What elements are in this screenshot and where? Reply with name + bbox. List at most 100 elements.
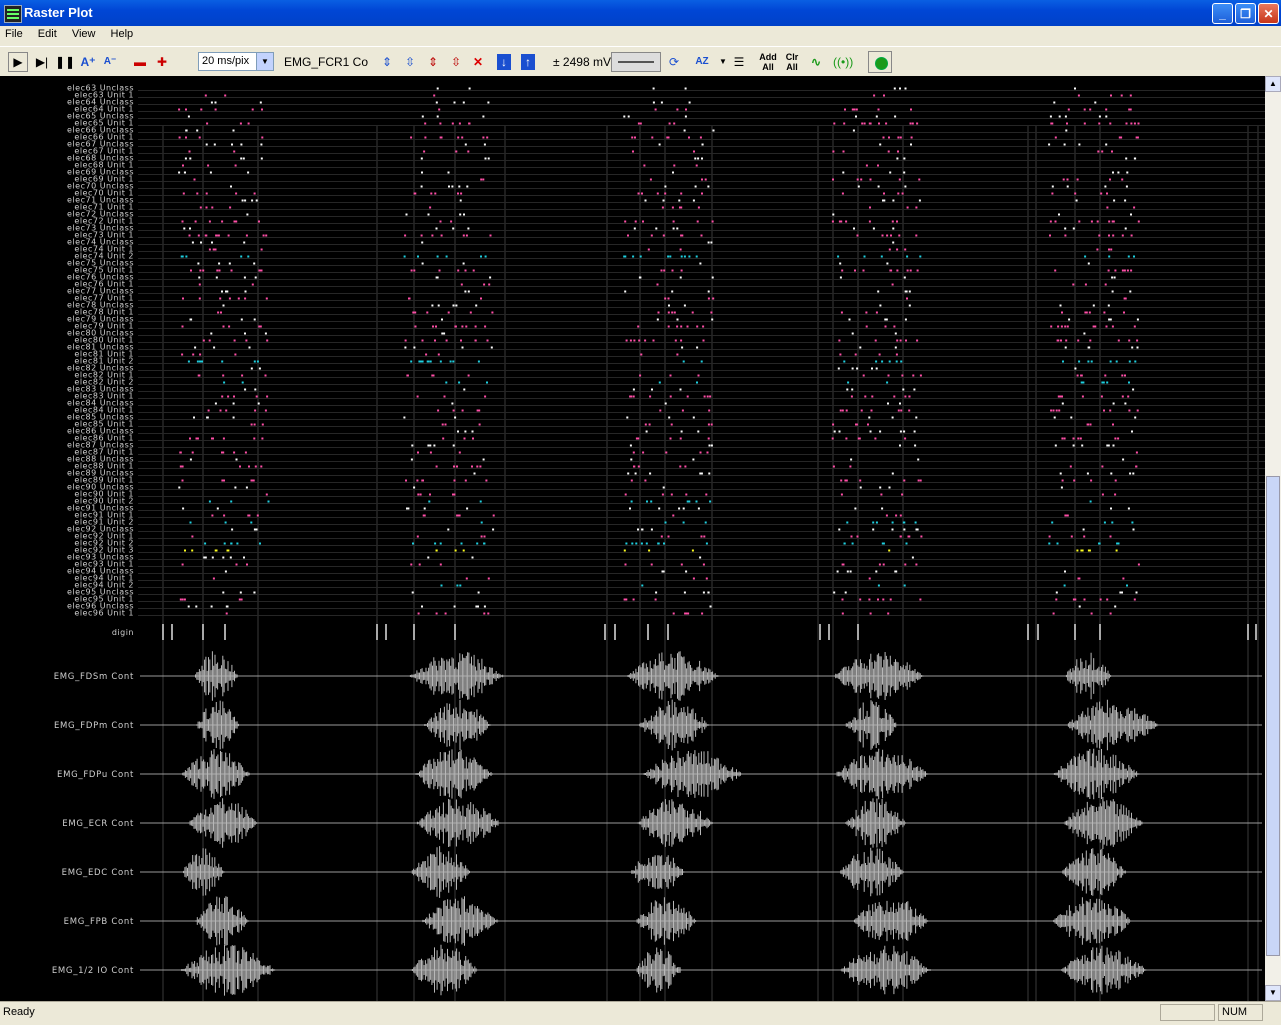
emg-trace bbox=[196, 699, 1159, 751]
chevron-down-icon[interactable]: ▼ bbox=[256, 53, 273, 70]
menu-file[interactable]: File bbox=[5, 28, 23, 40]
run-button[interactable] bbox=[868, 51, 892, 73]
spike-mark bbox=[887, 150, 890, 153]
spike-mark bbox=[901, 374, 904, 377]
menu-view[interactable]: View bbox=[71, 28, 96, 40]
spike-mark bbox=[1103, 311, 1106, 314]
spike-mark bbox=[453, 605, 456, 608]
scroll-up-arrow-icon[interactable]: ▲ bbox=[1265, 76, 1281, 92]
spike-mark bbox=[260, 157, 263, 160]
spike-mark bbox=[208, 248, 211, 251]
scroll-up-icon[interactable]: ↑ bbox=[521, 54, 535, 70]
spike-mark bbox=[903, 171, 906, 174]
spike-mark bbox=[259, 325, 262, 328]
spike-mark bbox=[639, 122, 642, 125]
expand-rows-icon[interactable]: ⇕ bbox=[381, 55, 393, 69]
align-icon[interactable]: ☰ bbox=[733, 55, 745, 69]
emg-channel-label: EMG_FDSm Cont bbox=[54, 672, 134, 682]
spike-mark bbox=[439, 122, 442, 125]
broadcast-icon[interactable]: ((•)) bbox=[833, 55, 854, 69]
refresh-icon[interactable]: ⟳ bbox=[668, 55, 680, 69]
spike-mark bbox=[189, 458, 192, 461]
spike-mark bbox=[477, 360, 480, 363]
spike-mark bbox=[904, 185, 907, 188]
play-icon[interactable]: ▶ bbox=[8, 52, 28, 72]
raster-plot-area[interactable]: elec63 Unclass elec63 Unit 1 elec64 Unclas… bbox=[0, 76, 1265, 1001]
spike-mark bbox=[478, 409, 481, 412]
compress-rows-icon[interactable]: ⇳ bbox=[404, 55, 416, 69]
spike-mark bbox=[469, 311, 472, 314]
raster-row-label: elec74 Unclass bbox=[67, 238, 134, 247]
spike-mark bbox=[893, 87, 896, 90]
spike-mark bbox=[185, 136, 187, 139]
pause-icon[interactable]: ❚❚ bbox=[55, 55, 76, 69]
spike-mark bbox=[701, 157, 703, 160]
spike-mark bbox=[224, 570, 227, 573]
vertical-scrollbar[interactable]: ▲ ▼ bbox=[1265, 76, 1281, 1001]
minimize-button[interactable]: _ bbox=[1212, 3, 1233, 24]
sort-icon[interactable]: AZ bbox=[695, 56, 709, 67]
spike-mark bbox=[856, 367, 859, 370]
add-marker-icon[interactable]: ✚ bbox=[156, 55, 168, 69]
spike-train bbox=[183, 227, 1127, 230]
spike-mark bbox=[211, 437, 213, 440]
spike-mark bbox=[235, 192, 238, 195]
spike-mark bbox=[486, 381, 488, 384]
sort-dropdown-icon[interactable]: ▼ bbox=[719, 57, 727, 66]
spike-mark bbox=[424, 136, 427, 139]
spike-mark bbox=[649, 472, 652, 475]
scroll-down-arrow-icon[interactable]: ▼ bbox=[1265, 985, 1281, 1001]
time-scale-select[interactable]: 20 ms/pix ▼ bbox=[198, 52, 274, 71]
spike-mark bbox=[880, 255, 883, 258]
clear-all-button[interactable]: Clr All bbox=[785, 52, 799, 72]
raster-row-label: elec78 Unclass bbox=[67, 301, 134, 310]
step-forward-icon[interactable]: ▶| bbox=[35, 55, 49, 69]
expand-channels-icon[interactable]: ⇕ bbox=[427, 55, 439, 69]
font-decrease-icon[interactable]: A⁻ bbox=[103, 56, 117, 67]
spike-mark bbox=[1101, 465, 1104, 468]
spike-mark bbox=[187, 115, 190, 118]
spike-mark bbox=[683, 304, 686, 307]
compress-channels-icon[interactable]: ⇳ bbox=[450, 55, 462, 69]
spike-mark bbox=[474, 325, 477, 328]
spike-mark bbox=[839, 262, 842, 265]
spike-mark bbox=[229, 556, 232, 559]
spike-mark bbox=[1117, 542, 1120, 545]
spike-mark bbox=[837, 367, 840, 370]
spike-mark bbox=[868, 577, 871, 580]
spike-mark bbox=[711, 276, 714, 279]
delete-icon[interactable]: ✕ bbox=[472, 55, 484, 69]
spike-mark bbox=[1070, 416, 1073, 419]
spike-train bbox=[221, 395, 1130, 398]
maximize-button[interactable]: ❐ bbox=[1235, 3, 1256, 24]
spike-mark bbox=[845, 479, 848, 482]
close-button[interactable]: ✕ bbox=[1258, 3, 1279, 24]
spike-mark bbox=[657, 542, 660, 545]
spike-train bbox=[184, 157, 1137, 160]
spike-mark bbox=[410, 360, 413, 363]
menu-edit[interactable]: Edit bbox=[37, 28, 57, 40]
spike-mark bbox=[637, 325, 640, 328]
raster-row-label: elec65 Unclass bbox=[67, 112, 134, 121]
add-all-button[interactable]: Add All bbox=[759, 52, 777, 72]
marker-icon[interactable]: ▬ bbox=[134, 55, 146, 69]
spike-mark bbox=[240, 157, 243, 160]
spike-mark bbox=[264, 374, 267, 377]
spike-mark bbox=[668, 304, 670, 307]
spike-mark bbox=[1106, 381, 1109, 384]
spike-mark bbox=[874, 437, 877, 440]
spike-mark bbox=[1135, 465, 1138, 468]
spike-mark bbox=[840, 493, 843, 496]
font-increase-icon[interactable]: A⁺ bbox=[80, 55, 96, 69]
gain-slider[interactable] bbox=[611, 52, 661, 72]
scroll-down-icon[interactable]: ↓ bbox=[497, 54, 511, 70]
menu-help[interactable]: Help bbox=[110, 28, 134, 40]
scrollbar-thumb[interactable] bbox=[1266, 476, 1280, 956]
spike-mark bbox=[915, 206, 918, 209]
spike-mark bbox=[904, 87, 907, 90]
waveform-icon[interactable]: ∿ bbox=[810, 55, 822, 69]
spike-mark bbox=[198, 297, 201, 300]
emg-channel-label: EMG_FDPm Cont bbox=[54, 721, 134, 731]
spike-mark bbox=[831, 220, 834, 223]
spike-mark bbox=[259, 542, 261, 545]
